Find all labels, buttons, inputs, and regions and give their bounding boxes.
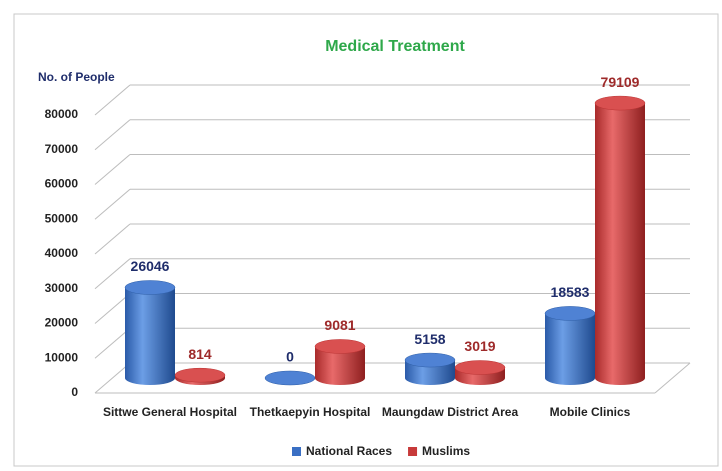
legend-label: Muslims — [422, 444, 470, 458]
bar — [595, 103, 645, 385]
value-label: 814 — [188, 346, 212, 362]
y-tick-label: 40000 — [45, 246, 79, 260]
y-axis-label: No. of People — [38, 70, 115, 84]
grid-line — [94, 327, 131, 359]
value-label: 26046 — [131, 258, 170, 274]
y-tick-label: 30000 — [45, 281, 79, 295]
y-tick-label: 50000 — [45, 211, 79, 225]
bar-top — [264, 370, 316, 386]
value-label: 9081 — [324, 317, 355, 333]
y-tick-label: 80000 — [45, 107, 79, 121]
bar-top — [594, 95, 646, 111]
bar-top — [404, 352, 456, 368]
grid-line — [94, 154, 131, 185]
chart-border — [13, 13, 719, 467]
grid-line — [94, 119, 131, 151]
grid-line — [94, 293, 131, 324]
legend-swatch — [292, 447, 301, 456]
bar — [315, 346, 365, 385]
x-tick-label: Thetkaepyin Hospital — [250, 405, 371, 419]
y-tick-label: 60000 — [45, 177, 79, 191]
bar-top — [174, 367, 226, 383]
grid-line — [94, 258, 131, 290]
chart-title: Medical Treatment — [325, 38, 465, 55]
bar — [545, 313, 595, 385]
y-tick-label: 20000 — [45, 316, 79, 330]
value-label: 5158 — [414, 331, 445, 347]
bar-top — [544, 306, 596, 321]
value-label: 18583 — [551, 284, 590, 300]
x-tick-label: Sittwe General Hospital — [103, 405, 237, 419]
legend-swatch — [408, 447, 418, 456]
y-tick-label: 70000 — [45, 142, 79, 156]
x-tick-label: Maungdaw District Area — [382, 405, 519, 419]
bar — [125, 287, 175, 385]
floor-edge — [654, 362, 691, 394]
grid-line — [94, 362, 131, 394]
y-tick-label: 0 — [71, 385, 78, 399]
x-tick-label: Mobile Clinics — [550, 405, 631, 419]
value-label: 79109 — [601, 74, 640, 90]
grid-line — [94, 84, 131, 116]
grid-line — [94, 223, 131, 255]
value-label: 0 — [286, 349, 294, 365]
bar-top — [124, 280, 176, 295]
grid-line — [94, 188, 131, 220]
bar-top — [454, 360, 506, 375]
value-label: 3019 — [464, 338, 495, 354]
legend-label: National Races — [306, 444, 392, 458]
bar-top — [314, 339, 366, 354]
y-tick-label: 10000 — [45, 350, 79, 364]
